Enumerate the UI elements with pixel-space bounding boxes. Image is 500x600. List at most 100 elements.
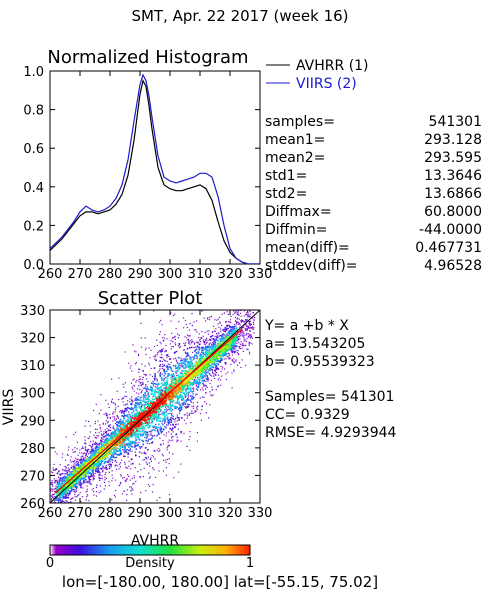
density-point <box>108 406 110 408</box>
density-point <box>237 336 239 338</box>
density-point <box>115 407 117 409</box>
density-point <box>101 467 104 469</box>
density-point <box>112 435 114 438</box>
density-point <box>147 431 149 433</box>
density-point <box>161 360 163 362</box>
density-point <box>79 480 81 482</box>
density-point <box>205 412 207 414</box>
density-point <box>92 473 94 475</box>
density-point <box>107 430 109 432</box>
density-point <box>190 422 192 424</box>
density-point <box>242 335 245 337</box>
density-point <box>98 412 100 415</box>
density-point <box>129 401 131 403</box>
density-point <box>182 397 185 400</box>
density-point <box>160 343 162 345</box>
density-point <box>112 413 114 415</box>
density-point <box>186 337 188 339</box>
density-point <box>171 376 173 378</box>
density-point <box>215 372 218 374</box>
density-point <box>167 444 169 447</box>
density-point <box>160 393 162 395</box>
density-point <box>187 399 189 401</box>
density-point <box>160 379 163 381</box>
density-point <box>98 442 101 445</box>
density-point <box>158 450 160 452</box>
density-point <box>167 419 169 422</box>
density-point <box>92 469 95 472</box>
density-point <box>188 342 190 344</box>
density-point <box>149 425 151 427</box>
density-point <box>193 383 195 385</box>
density-point <box>125 410 127 412</box>
density-point <box>59 479 61 481</box>
density-point <box>172 314 174 317</box>
density-point <box>180 463 182 465</box>
density-point <box>54 488 56 490</box>
density-point <box>108 471 110 473</box>
density-point <box>110 432 112 434</box>
density-point <box>86 490 88 492</box>
density-point <box>201 387 203 389</box>
density-point <box>243 345 245 347</box>
density-point <box>178 402 180 404</box>
density-point <box>84 474 87 477</box>
histogram-legend: AVHRR (1) VIIRS (2) <box>266 58 369 92</box>
density-point <box>159 331 161 333</box>
density-point <box>212 370 214 372</box>
density-point <box>211 369 213 371</box>
density-point <box>125 443 128 445</box>
density-point <box>117 465 119 467</box>
density-point <box>192 407 194 409</box>
density-point <box>169 385 172 388</box>
density-point <box>85 499 87 501</box>
density-point <box>180 365 182 367</box>
density-point <box>115 418 117 420</box>
density-point <box>150 434 153 436</box>
density-point <box>89 481 91 483</box>
density-point <box>103 463 105 465</box>
density-point <box>126 451 128 454</box>
density-point <box>163 459 165 462</box>
density-point <box>183 327 185 329</box>
density-point <box>60 496 62 498</box>
density-point <box>183 432 185 434</box>
density-point <box>160 348 163 351</box>
density-point <box>179 346 181 349</box>
density-point <box>242 321 244 323</box>
density-point <box>74 460 76 462</box>
density-point <box>141 452 143 454</box>
density-point <box>130 441 132 444</box>
density-point <box>94 423 96 425</box>
density-point <box>252 326 254 328</box>
density-point <box>198 333 200 335</box>
density-point <box>166 409 168 411</box>
density-point <box>123 386 125 388</box>
density-point <box>169 404 172 407</box>
density-point <box>173 374 175 377</box>
density-point <box>249 304 250 305</box>
density-point <box>108 439 111 442</box>
density-point <box>208 370 210 372</box>
density-point <box>170 433 172 435</box>
density-point <box>234 351 236 353</box>
density-point <box>250 334 252 336</box>
density-point <box>246 329 248 331</box>
density-point <box>81 446 84 448</box>
density-point <box>249 337 251 339</box>
density-point <box>252 306 253 307</box>
density-point <box>156 449 158 451</box>
density-point <box>113 451 116 454</box>
density-point <box>160 350 162 353</box>
density-point <box>104 439 106 442</box>
density-point <box>66 495 68 497</box>
density-point <box>127 400 129 402</box>
density-point <box>125 444 128 446</box>
density-point <box>55 496 57 498</box>
density-point <box>159 428 161 430</box>
density-point <box>110 466 112 468</box>
density-point <box>73 463 75 465</box>
density-point <box>178 403 180 405</box>
density-point <box>125 391 127 393</box>
density-point <box>168 494 171 496</box>
